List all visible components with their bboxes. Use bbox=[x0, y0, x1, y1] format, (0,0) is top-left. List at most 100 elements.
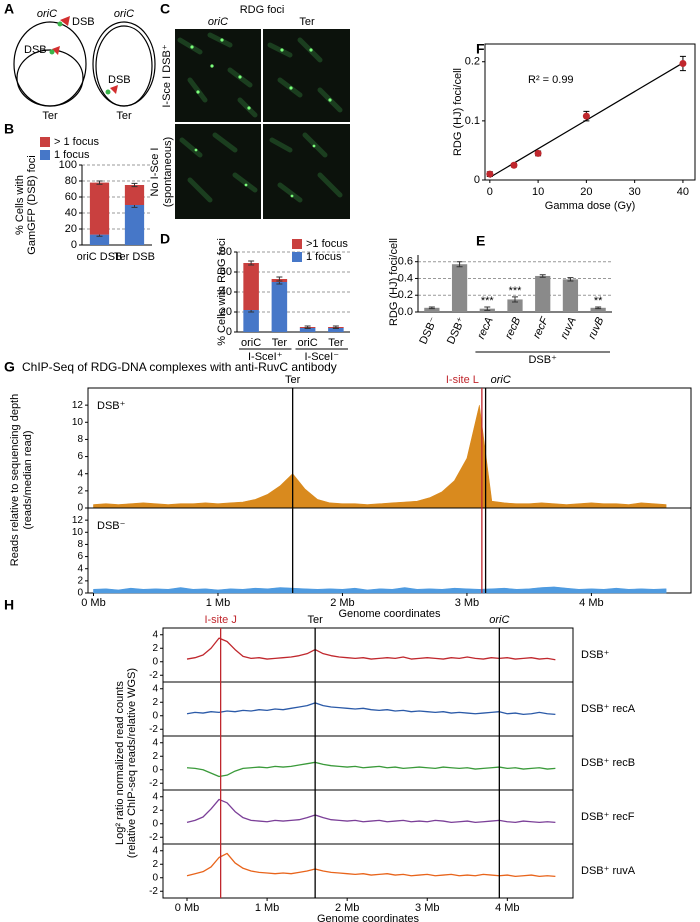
y-tick-label: 12 bbox=[72, 400, 84, 411]
track-frame bbox=[162, 789, 574, 845]
track-area bbox=[93, 586, 667, 594]
marker-label: Ter bbox=[308, 614, 324, 626]
y-tick-label: 0.0 bbox=[398, 306, 413, 318]
y-tick-label: -2 bbox=[149, 832, 158, 843]
y-tick-label: 0 bbox=[152, 764, 158, 775]
bar bbox=[507, 299, 523, 312]
x-tick-label: DSB⁻ bbox=[417, 315, 440, 346]
y-tick-label: -2 bbox=[149, 670, 158, 681]
data-point bbox=[679, 60, 687, 68]
track-label: DSB⁺ ruvA bbox=[581, 865, 636, 877]
diagram-label: DSB bbox=[72, 16, 95, 28]
bar bbox=[451, 264, 468, 312]
plot-frame bbox=[484, 43, 696, 181]
y-tick-label: 40 bbox=[65, 207, 77, 219]
y-tick-label: 0 bbox=[226, 326, 232, 338]
x-tick-label: 4 Mb bbox=[495, 902, 519, 914]
x-axis-label: Gamma dose (Gy) bbox=[545, 200, 635, 212]
y-tick-label: 10 bbox=[72, 527, 84, 538]
y-tick-label: 0.2 bbox=[465, 56, 480, 68]
legend-swatch bbox=[292, 239, 302, 249]
y-tick-label: 80 bbox=[65, 175, 77, 187]
x-tick-label: 30 bbox=[629, 186, 641, 198]
bar bbox=[590, 307, 606, 312]
dsb-marker bbox=[52, 46, 60, 55]
x-tick-label: 1 Mb bbox=[255, 902, 279, 914]
y-tick-label: 0 bbox=[152, 818, 158, 829]
track-frame bbox=[162, 627, 574, 683]
legend-swatch bbox=[292, 252, 302, 262]
x-tick-label: ruvB bbox=[586, 315, 606, 341]
bar bbox=[535, 275, 551, 312]
group-label: I-SceI⁻ bbox=[304, 351, 339, 363]
x-tick-label: 1 Mb bbox=[206, 597, 230, 609]
y-tick-label: 0 bbox=[152, 872, 158, 883]
y-tick-label: 8 bbox=[77, 539, 83, 550]
marker-label: I-site L bbox=[446, 374, 479, 386]
y-tick-label: 20 bbox=[220, 306, 232, 318]
track-label: DSB⁺ recF bbox=[581, 811, 635, 823]
x-tick-label: oriC bbox=[241, 337, 261, 349]
track-label: DSB⁻ bbox=[97, 520, 126, 532]
significance-label: *** bbox=[481, 295, 495, 307]
error-bar bbox=[512, 296, 518, 303]
bar bbox=[424, 307, 440, 312]
micrograph bbox=[175, 29, 350, 219]
track-line bbox=[186, 702, 556, 716]
legend-swatch bbox=[40, 137, 50, 147]
column-label: oriC bbox=[208, 16, 228, 28]
track-frame bbox=[87, 507, 692, 594]
row-label: I-Sce I DSB⁺ bbox=[161, 44, 173, 107]
y-tick-label: 2 bbox=[77, 485, 83, 496]
y-tick-label: 20 bbox=[65, 223, 77, 235]
column-label: Ter bbox=[299, 16, 315, 28]
y-tick-label: -2 bbox=[149, 886, 158, 897]
bar-segment bbox=[124, 205, 145, 245]
y-tick-label: 0 bbox=[77, 503, 83, 514]
chromosome-diagram bbox=[13, 21, 156, 107]
error-bar bbox=[96, 180, 103, 185]
y-tick-label: 4 bbox=[152, 683, 158, 694]
track-frame bbox=[87, 387, 692, 509]
y-tick-label: 0 bbox=[71, 239, 77, 251]
significance-label: ** bbox=[594, 295, 603, 307]
y-tick-label: 0.1 bbox=[465, 115, 480, 127]
panel-label: D bbox=[160, 231, 170, 247]
significance-label: *** bbox=[509, 285, 523, 297]
y-tick-label: 0 bbox=[77, 588, 83, 599]
x-tick-label: 3 Mb bbox=[415, 902, 439, 914]
y-axis-label: % Cells with bbox=[14, 175, 26, 235]
dsb-marker bbox=[60, 16, 70, 26]
legend-label: 1 focus bbox=[54, 149, 90, 161]
y-tick-label: 6 bbox=[77, 551, 83, 562]
panel-label: G bbox=[4, 359, 15, 375]
y-axis-label: GamGFP (DSB) foci bbox=[26, 155, 38, 254]
y-tick-label: 4 bbox=[77, 468, 83, 479]
error-bar bbox=[276, 276, 283, 282]
x-tick-label: recA bbox=[475, 315, 495, 341]
chromosome bbox=[13, 21, 87, 107]
track-label: DSB⁺ bbox=[97, 400, 126, 412]
y-tick-label: 0 bbox=[152, 656, 158, 667]
panel-label: H bbox=[4, 597, 14, 613]
y-tick-label: 2 bbox=[152, 859, 158, 870]
diagram-label: oriC bbox=[37, 8, 57, 20]
x-tick-label: 20 bbox=[580, 186, 592, 198]
track-label: DSB⁺ recB bbox=[581, 757, 635, 769]
x-tick-label: oriC bbox=[298, 337, 318, 349]
y-tick-label: -2 bbox=[149, 724, 158, 735]
panel-label: E bbox=[476, 233, 485, 249]
y-tick-label: 4 bbox=[152, 845, 158, 856]
track-line bbox=[186, 637, 556, 661]
error-bar bbox=[456, 261, 463, 268]
x-tick-label: 10 bbox=[532, 186, 544, 198]
chart-title: ChIP-Seq of RDG-DNA complexes with anti-… bbox=[22, 360, 337, 374]
x-tick-label: 0 Mb bbox=[175, 902, 199, 914]
y-axis-label: (relative ChIP-seq reads/relative WGS) bbox=[126, 668, 138, 858]
x-tick-label: 4 Mb bbox=[579, 597, 603, 609]
bar-segment bbox=[89, 234, 110, 245]
y-tick-label: 80 bbox=[220, 246, 232, 258]
track-area bbox=[93, 404, 667, 509]
panel-label: A bbox=[4, 1, 14, 17]
